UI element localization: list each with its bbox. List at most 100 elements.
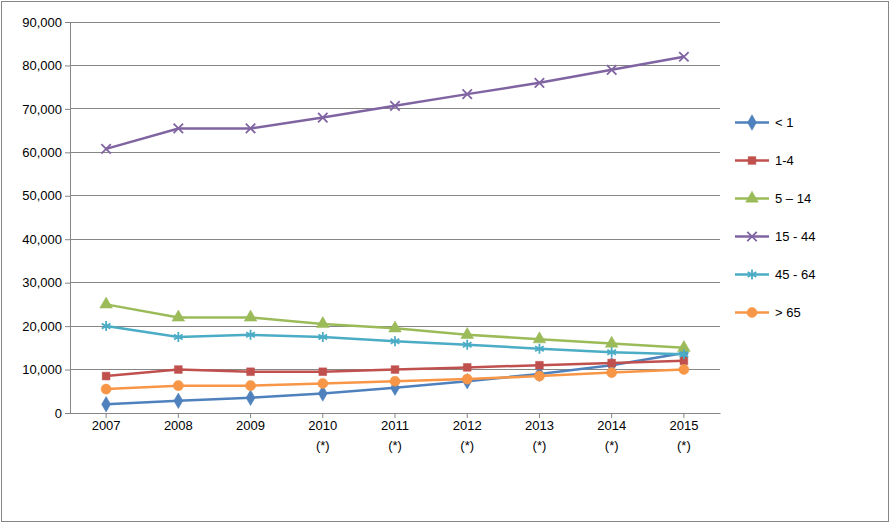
y-tick: 0 bbox=[55, 406, 70, 421]
series-line bbox=[106, 326, 684, 354]
series-marker bbox=[173, 381, 183, 391]
series-marker bbox=[390, 376, 400, 386]
y-tick: 90,000 bbox=[22, 15, 70, 30]
x-tick: 2007 bbox=[92, 413, 121, 433]
y-tick-label: 20,000 bbox=[22, 319, 62, 334]
y-axis-line bbox=[70, 23, 71, 414]
series-marker bbox=[318, 378, 328, 388]
series bbox=[102, 345, 689, 412]
series-marker bbox=[102, 321, 111, 331]
x-tick-label-line: 2011 bbox=[381, 418, 409, 433]
legend-symbol bbox=[747, 307, 757, 317]
x-tick-label-line: (*) bbox=[316, 438, 330, 453]
legend-item: > 65 bbox=[735, 305, 801, 320]
series-marker bbox=[100, 297, 113, 308]
series-marker bbox=[244, 310, 257, 321]
grid-line bbox=[70, 152, 720, 153]
x-tick-label-line: 2008 bbox=[164, 418, 193, 433]
x-tick-label: 2014 (*) bbox=[597, 418, 626, 453]
x-tick-label-line: (*) bbox=[677, 438, 691, 453]
y-tick-mark bbox=[65, 65, 70, 66]
legend-label: 1-4 bbox=[775, 153, 794, 168]
x-tick-label-line: 2014 bbox=[597, 418, 626, 433]
x-axis: 2007200820092010(*)2011(*)2012(*)2013(*)… bbox=[71, 413, 721, 453]
y-tick-mark bbox=[65, 239, 70, 240]
series-marker bbox=[246, 390, 255, 406]
grid-line bbox=[70, 22, 720, 23]
grid-line bbox=[70, 282, 720, 283]
y-axis: 010,00020,00030,00040,00050,00060,00070,… bbox=[22, 15, 70, 421]
series-marker bbox=[607, 347, 616, 357]
x-tick-label-line: 2007 bbox=[92, 418, 121, 433]
series-marker bbox=[172, 310, 185, 321]
legend-symbol bbox=[748, 270, 757, 280]
series-marker bbox=[389, 321, 402, 332]
x-tick-label: 2011(*) bbox=[381, 418, 409, 453]
series bbox=[102, 321, 688, 359]
series-marker bbox=[679, 365, 689, 375]
series-marker bbox=[102, 397, 111, 413]
series-marker bbox=[318, 332, 327, 342]
y-tick-mark bbox=[65, 370, 70, 371]
grid-line bbox=[70, 108, 720, 109]
grid-line bbox=[70, 195, 720, 196]
y-tick-label: 0 bbox=[55, 406, 62, 421]
y-tick-label: 10,000 bbox=[22, 362, 62, 377]
y-tick: 60,000 bbox=[22, 145, 70, 160]
x-tick: 2013 (*) bbox=[525, 413, 554, 453]
series-marker bbox=[534, 371, 544, 381]
y-tick-mark bbox=[65, 413, 70, 414]
legend-item: < 1 bbox=[735, 115, 793, 131]
y-tick: 20,000 bbox=[22, 319, 70, 334]
grid bbox=[70, 22, 720, 413]
y-tick-label: 30,000 bbox=[22, 275, 62, 290]
legend-label: 5 – 14 bbox=[775, 191, 811, 206]
x-tick-label-line: 2013 bbox=[525, 418, 554, 433]
y-tick-mark bbox=[65, 196, 70, 197]
x-tick-label-line: (*) bbox=[533, 438, 547, 453]
series bbox=[101, 365, 689, 395]
series-marker bbox=[536, 361, 544, 369]
legend-item: 45 - 64 bbox=[735, 267, 815, 282]
legend-item: 15 - 44 bbox=[735, 229, 815, 244]
series-marker bbox=[535, 344, 544, 354]
y-tick-label: 90,000 bbox=[22, 15, 62, 30]
x-tick-label-line: 2012 bbox=[453, 418, 482, 433]
plot: 010,00020,00030,00040,00050,00060,00070,… bbox=[22, 15, 720, 453]
series-marker bbox=[318, 113, 327, 122]
series-marker bbox=[101, 144, 110, 153]
x-tick-label-line: (*) bbox=[460, 438, 474, 453]
series-marker bbox=[316, 317, 329, 328]
y-tick-label: 50,000 bbox=[22, 188, 62, 203]
y-tick-label: 60,000 bbox=[22, 145, 62, 160]
series-marker bbox=[463, 340, 472, 350]
series-marker bbox=[174, 332, 183, 342]
grid-line bbox=[70, 239, 720, 240]
x-tick-label-line: (*) bbox=[605, 438, 619, 453]
series-marker bbox=[390, 101, 399, 110]
series-marker bbox=[605, 336, 618, 347]
series bbox=[100, 297, 690, 351]
y-tick-label: 70,000 bbox=[22, 102, 62, 117]
x-tick-label-line: 2010 bbox=[308, 418, 337, 433]
legend-label: 45 - 64 bbox=[775, 267, 815, 282]
series-marker bbox=[680, 349, 689, 359]
series-marker bbox=[319, 368, 327, 376]
series bbox=[101, 52, 688, 154]
series-marker bbox=[607, 368, 617, 378]
x-tick-label: 2015(*) bbox=[669, 418, 698, 453]
series-marker bbox=[608, 359, 616, 367]
x-tick-label-line: 2009 bbox=[236, 418, 265, 433]
legend-label: < 1 bbox=[775, 115, 793, 130]
legend-label: 15 - 44 bbox=[775, 229, 815, 244]
legend-item: 1-4 bbox=[735, 153, 794, 168]
series-marker bbox=[462, 374, 472, 384]
x-tick: 2012 (*) bbox=[453, 413, 482, 453]
series-marker bbox=[535, 78, 544, 87]
chart: 010,00020,00030,00040,00050,00060,00070,… bbox=[0, 0, 890, 523]
series-line bbox=[106, 370, 684, 390]
series-marker bbox=[462, 89, 471, 98]
series-marker bbox=[247, 368, 255, 376]
x-tick: 2014 (*) bbox=[597, 413, 626, 453]
x-tick-label: 2012 (*) bbox=[453, 418, 482, 453]
